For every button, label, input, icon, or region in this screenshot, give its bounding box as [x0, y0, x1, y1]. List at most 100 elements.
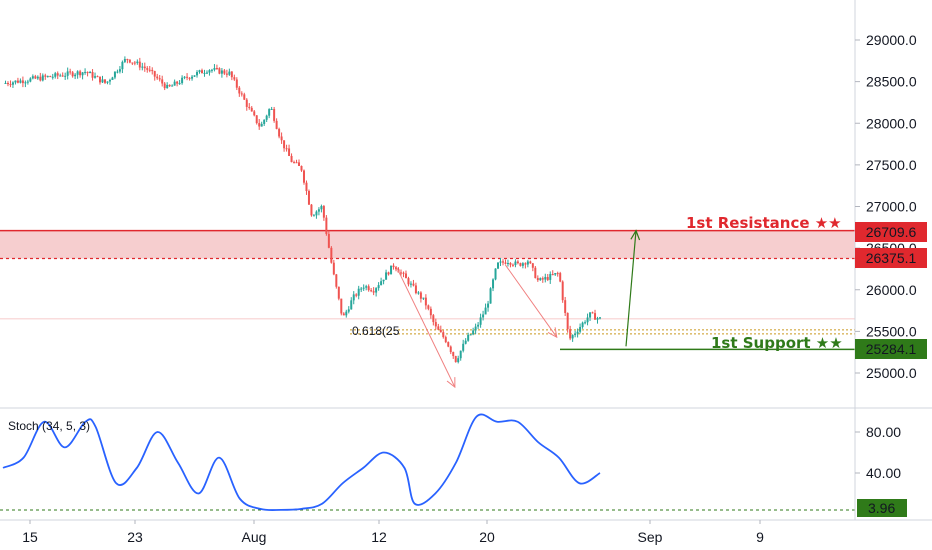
- candle-body[interactable]: [367, 286, 370, 291]
- candle-body[interactable]: [521, 263, 524, 266]
- candle-body[interactable]: [148, 69, 151, 71]
- candle-body[interactable]: [307, 190, 310, 205]
- candle-body[interactable]: [84, 71, 87, 73]
- candle-body[interactable]: [459, 350, 462, 359]
- candle-body[interactable]: [4, 82, 7, 84]
- candle-body[interactable]: [544, 277, 547, 280]
- candle-body[interactable]: [34, 76, 37, 79]
- candle-body[interactable]: [218, 68, 221, 74]
- candle-body[interactable]: [350, 300, 353, 310]
- candle-body[interactable]: [74, 74, 77, 77]
- candle-body[interactable]: [564, 300, 567, 313]
- candle-body[interactable]: [390, 265, 393, 275]
- stoch-axis[interactable]: 40.00 80.00: [855, 424, 901, 481]
- candle-body[interactable]: [166, 84, 169, 89]
- candle-body[interactable]: [128, 59, 131, 63]
- price-axis[interactable]: 25000.025500.026000.026500.027000.027500…: [855, 32, 917, 381]
- candle-body[interactable]: [248, 106, 251, 108]
- candle-body[interactable]: [300, 165, 303, 171]
- candle-body[interactable]: [337, 286, 340, 299]
- candle-body[interactable]: [365, 286, 368, 288]
- candle-body[interactable]: [260, 123, 263, 127]
- candle-body[interactable]: [123, 59, 126, 62]
- candle-body[interactable]: [263, 119, 266, 124]
- candle-body[interactable]: [298, 162, 301, 166]
- candle-body[interactable]: [86, 71, 89, 74]
- candle-body[interactable]: [24, 82, 27, 84]
- candle-body[interactable]: [467, 334, 470, 341]
- candle-body[interactable]: [414, 285, 417, 294]
- candle-body[interactable]: [171, 85, 174, 87]
- candle-body[interactable]: [153, 71, 156, 77]
- candle-body[interactable]: [546, 277, 549, 280]
- candle-body[interactable]: [99, 76, 102, 83]
- candle-body[interactable]: [536, 278, 539, 281]
- candle-body[interactable]: [59, 75, 62, 77]
- candle-body[interactable]: [201, 70, 203, 74]
- candle-body[interactable]: [479, 317, 482, 325]
- candle-body[interactable]: [186, 76, 189, 78]
- candle-body[interactable]: [422, 297, 425, 299]
- candle-body[interactable]: [258, 123, 261, 127]
- candle-body[interactable]: [79, 71, 82, 76]
- candle-body[interactable]: [113, 71, 116, 78]
- candle-body[interactable]: [571, 335, 574, 339]
- candle-body[interactable]: [462, 343, 465, 351]
- candle-body[interactable]: [372, 291, 375, 293]
- candle-body[interactable]: [280, 136, 283, 141]
- candle-body[interactable]: [96, 76, 99, 78]
- candle-body[interactable]: [489, 288, 492, 304]
- candle-body[interactable]: [295, 162, 298, 164]
- candle-body[interactable]: [126, 59, 129, 61]
- candle-body[interactable]: [168, 84, 171, 87]
- candle-body[interactable]: [208, 70, 211, 73]
- candle-body[interactable]: [203, 72, 206, 74]
- candle-body[interactable]: [497, 262, 500, 269]
- candle-body[interactable]: [472, 330, 475, 335]
- candle-body[interactable]: [141, 66, 144, 68]
- candle-body[interactable]: [143, 66, 146, 69]
- candle-body[interactable]: [106, 81, 109, 83]
- candle-body[interactable]: [492, 279, 495, 289]
- candle-body[interactable]: [556, 273, 559, 275]
- candle-body[interactable]: [94, 76, 97, 78]
- candle-body[interactable]: [594, 313, 597, 320]
- candle-body[interactable]: [16, 80, 19, 83]
- candle-body[interactable]: [454, 356, 457, 363]
- candle-body[interactable]: [9, 84, 12, 86]
- candle-body[interactable]: [599, 317, 601, 319]
- candle-body[interactable]: [225, 73, 228, 75]
- candle-body[interactable]: [404, 273, 407, 279]
- candle-body[interactable]: [111, 77, 114, 80]
- candle-body[interactable]: [91, 71, 94, 78]
- candles[interactable]: [4, 56, 601, 364]
- candle-body[interactable]: [559, 273, 562, 282]
- candle-body[interactable]: [529, 261, 532, 264]
- candle-body[interactable]: [66, 71, 69, 76]
- candle-body[interactable]: [534, 267, 537, 279]
- candle-body[interactable]: [196, 72, 199, 76]
- candle-body[interactable]: [310, 204, 313, 216]
- candle-body[interactable]: [46, 76, 49, 78]
- candle-body[interactable]: [385, 272, 388, 280]
- candle-body[interactable]: [452, 352, 455, 357]
- candle-body[interactable]: [29, 78, 32, 82]
- candle-body[interactable]: [255, 115, 258, 124]
- candle-body[interactable]: [591, 312, 594, 314]
- candle-body[interactable]: [504, 262, 507, 264]
- candle-body[interactable]: [429, 308, 432, 316]
- candle-body[interactable]: [183, 76, 186, 78]
- candle-body[interactable]: [288, 148, 291, 156]
- candle-body[interactable]: [444, 337, 447, 343]
- candle-body[interactable]: [340, 298, 343, 314]
- candle-body[interactable]: [210, 69, 213, 71]
- candle-body[interactable]: [230, 71, 233, 78]
- candle-body[interactable]: [407, 278, 410, 285]
- candle-body[interactable]: [357, 288, 360, 296]
- candle-body[interactable]: [375, 288, 378, 293]
- candle-body[interactable]: [56, 73, 59, 76]
- candle-body[interactable]: [417, 292, 420, 294]
- candle-body[interactable]: [283, 140, 286, 149]
- candle-body[interactable]: [188, 77, 191, 79]
